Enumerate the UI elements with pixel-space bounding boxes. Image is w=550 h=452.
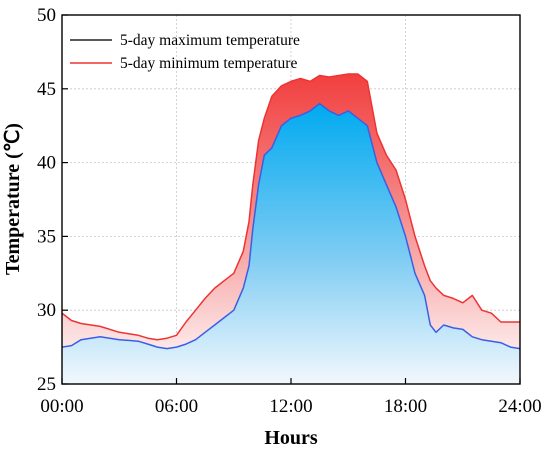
- legend-label-min: 5-day minimum temperature: [120, 55, 297, 72]
- y-tick-label: 40: [37, 153, 56, 174]
- series-lines: [62, 73, 520, 350]
- area-band-min-temperature: [62, 74, 520, 349]
- y-tick-label: 25: [37, 374, 56, 395]
- series-line-max-temperature: [62, 102, 520, 350]
- x-tick-label: 24:00: [498, 396, 541, 417]
- area-max-temperature: [62, 103, 520, 384]
- ticks: [61, 14, 521, 385]
- tick-labels: 25 30 35 40 45 50 00:00 06:00 12:00 18:00 24:00: [37, 5, 542, 417]
- series-line-min-temperature: [62, 73, 520, 341]
- x-tick-label: 12:00: [269, 396, 312, 417]
- x-tick-label: 18:00: [384, 396, 427, 417]
- y-tick-label: 50: [37, 5, 56, 26]
- legend-label-max: 5-day maximum temperature: [120, 32, 300, 49]
- y-tick-label: 30: [37, 300, 56, 321]
- y-tick-label: 45: [37, 79, 56, 100]
- x-tick-label: 00:00: [40, 396, 83, 417]
- y-axis-title: Temperature (℃): [2, 123, 24, 275]
- legend: 5-day maximum temperature 5-day minimum …: [70, 32, 300, 72]
- areas: [62, 74, 520, 384]
- x-tick-label: 06:00: [155, 396, 198, 417]
- x-axis-title: Hours: [264, 427, 318, 449]
- y-tick-label: 35: [37, 226, 56, 247]
